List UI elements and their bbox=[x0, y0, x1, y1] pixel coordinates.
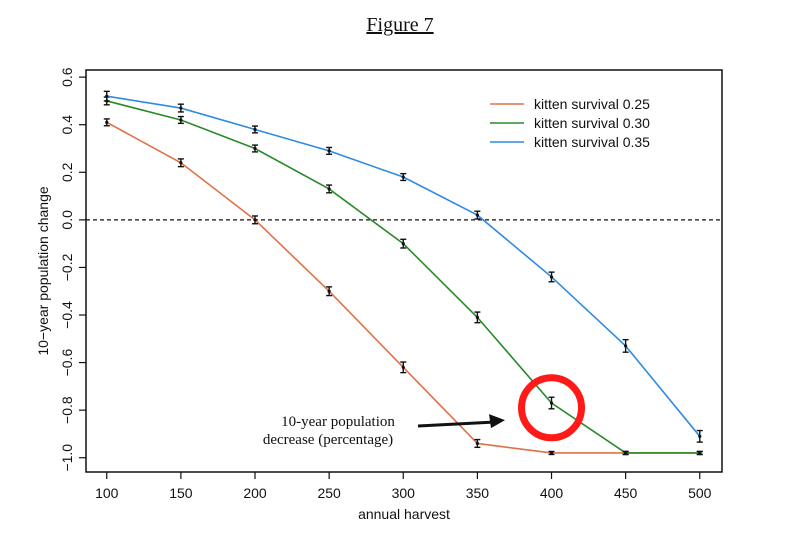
series-line bbox=[106, 121, 700, 454]
data-point bbox=[327, 289, 331, 293]
plot-frame bbox=[85, 69, 723, 473]
data-point bbox=[253, 218, 257, 222]
annotation-arrow-shaft bbox=[417, 420, 494, 428]
data-point bbox=[105, 94, 109, 98]
data-point bbox=[401, 365, 405, 369]
data-point bbox=[549, 401, 554, 405]
data-point bbox=[327, 187, 331, 191]
data-point bbox=[253, 146, 257, 151]
annotation-text-line: decrease (percentage) bbox=[263, 432, 393, 448]
data-point bbox=[179, 106, 183, 110]
data-point bbox=[105, 120, 109, 124]
y-tick-label: −1.0 bbox=[59, 444, 75, 472]
x-tick-label: 450 bbox=[614, 485, 638, 501]
legend-label: kitten survival 0.35 bbox=[534, 134, 650, 150]
data-point bbox=[179, 118, 183, 122]
x-tick-label: 350 bbox=[466, 485, 490, 501]
data-point bbox=[179, 161, 183, 165]
x-tick-label: 250 bbox=[317, 485, 341, 501]
data-point bbox=[475, 441, 479, 446]
data-point bbox=[624, 344, 628, 348]
y-axis-label: 10−year population change bbox=[35, 186, 51, 356]
y-tick-label: 0.4 bbox=[59, 115, 75, 135]
x-axis-label: annual harvest bbox=[358, 506, 450, 522]
y-tick-label: −0.2 bbox=[59, 253, 75, 281]
data-point bbox=[401, 175, 405, 179]
y-tick-label: −0.6 bbox=[59, 349, 75, 377]
annotation-text-line: 10-year population bbox=[281, 414, 395, 430]
data-point bbox=[549, 275, 554, 279]
figure-title: Figure 7 bbox=[366, 14, 434, 36]
x-tick-label: 300 bbox=[392, 485, 416, 501]
y-tick-label: 0.0 bbox=[59, 210, 75, 230]
x-tick-label: 200 bbox=[243, 485, 267, 501]
highlight-circle bbox=[518, 374, 586, 442]
data-point bbox=[624, 451, 628, 455]
x-tick-label: 500 bbox=[688, 485, 712, 501]
x-tick-label: 100 bbox=[95, 485, 119, 501]
legend-label: kitten survival 0.25 bbox=[534, 96, 650, 112]
data-point bbox=[475, 315, 479, 319]
y-tick-label: −0.8 bbox=[59, 396, 75, 424]
x-tick-label: 150 bbox=[169, 485, 193, 501]
data-point bbox=[401, 242, 405, 246]
data-point bbox=[253, 127, 257, 132]
x-tick-label: 400 bbox=[540, 485, 564, 501]
data-point bbox=[475, 213, 479, 217]
data-point bbox=[698, 451, 702, 455]
legend-label: kitten survival 0.30 bbox=[534, 115, 650, 131]
y-tick-label: 0.2 bbox=[59, 162, 75, 182]
series-line bbox=[106, 100, 700, 454]
data-point bbox=[327, 149, 331, 153]
y-tick-label: 0.6 bbox=[59, 67, 75, 87]
y-tick-label: −0.4 bbox=[59, 301, 75, 329]
data-point bbox=[698, 434, 702, 438]
data-point bbox=[549, 451, 554, 455]
annotation-arrow-head bbox=[489, 414, 505, 429]
